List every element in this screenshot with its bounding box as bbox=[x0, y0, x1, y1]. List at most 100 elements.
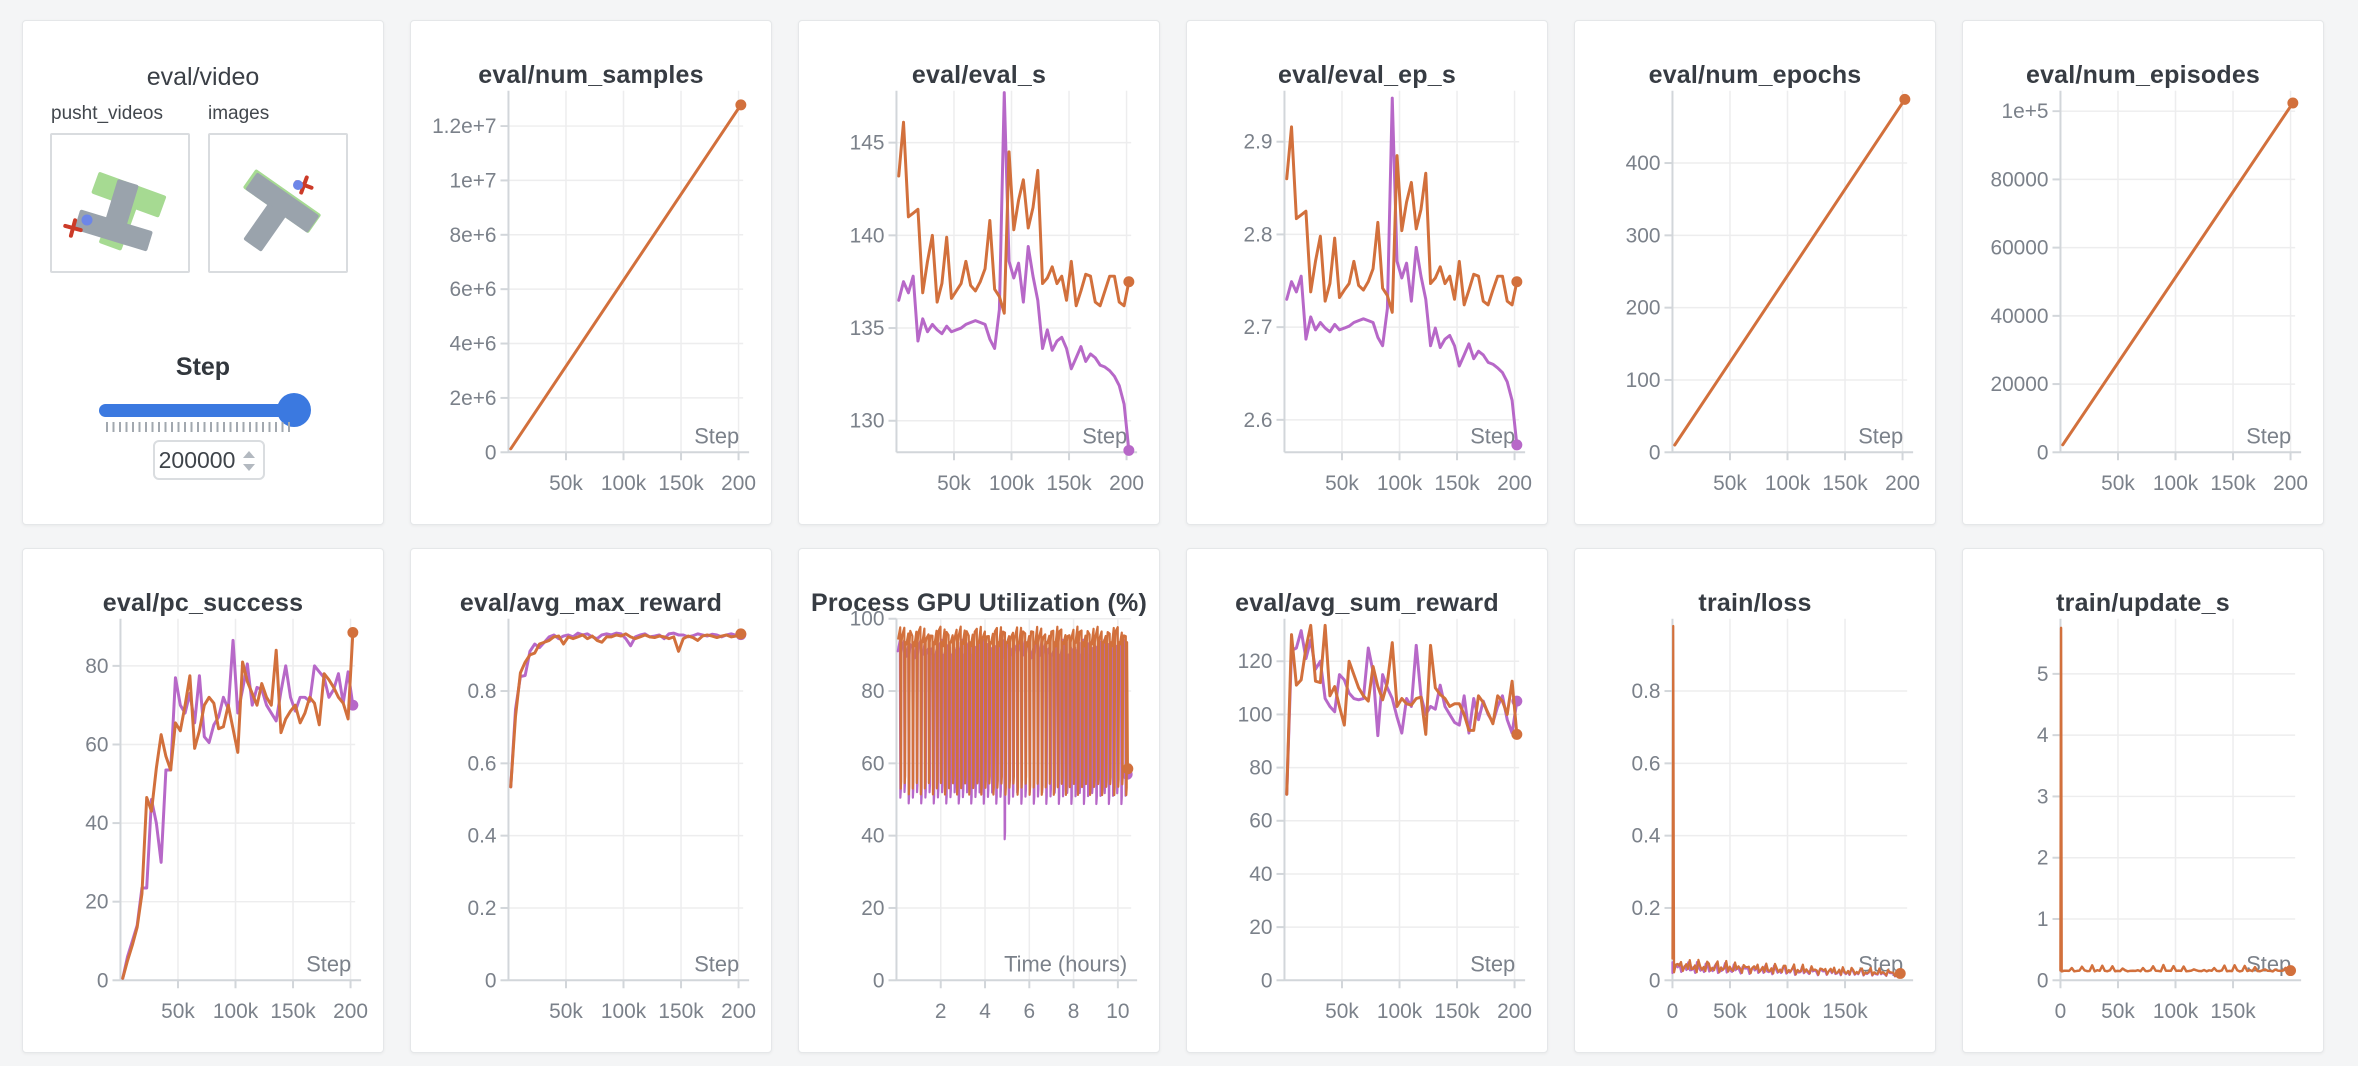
svg-text:1e+7: 1e+7 bbox=[449, 169, 496, 192]
svg-text:2: 2 bbox=[2037, 847, 2049, 870]
svg-text:0.2: 0.2 bbox=[468, 897, 497, 920]
svg-text:20000: 20000 bbox=[1990, 373, 2048, 396]
svg-text:0: 0 bbox=[2037, 969, 2049, 992]
panel-eval-avg-sum-reward[interactable]: eval/avg_sum_reward 50k 100k 150k 200 0 20 40 6… bbox=[1186, 548, 1548, 1053]
panel-gpu-utilization[interactable]: Process GPU Utilization (%) 2 4 6 8 10 0 20 40 6… bbox=[798, 548, 1160, 1053]
panel-eval-num-episodes[interactable]: eval/num_episodes 50k 100k 150k 200 0 20000 40… bbox=[1962, 20, 2324, 525]
step-spinner[interactable] bbox=[243, 449, 255, 473]
svg-text:0.6: 0.6 bbox=[468, 752, 497, 775]
panel-train-loss[interactable]: train/loss 0 50k 100k 150k 0 0.2 0.4 0.6 0.8 Step bbox=[1574, 548, 1936, 1053]
panel-eval-num-epochs[interactable]: eval/num_epochs 50k 100k 150k 200 0 100 200 300… bbox=[1574, 20, 1936, 525]
chart-title: eval/num_episodes bbox=[2025, 61, 2261, 89]
chart-eval-avg-max-reward[interactable]: 50k 100k 150k 200 0 0.2 0.4 0.6 0.8 Step bbox=[411, 549, 771, 1052]
chart-eval-num-episodes[interactable]: 50k 100k 150k 200 0 20000 40000 60000 80000 1e+5 S… bbox=[1963, 21, 2323, 524]
svg-text:8: 8 bbox=[1068, 1000, 1080, 1023]
chart-eval-num-samples[interactable]: 50k 100k 150k 200 0 2e+6 4e+6 6e+6 8e+6 1e+7 1.2e+… bbox=[411, 21, 771, 524]
svg-text:0: 0 bbox=[1667, 1000, 1679, 1023]
svg-text:50k: 50k bbox=[1325, 472, 1359, 495]
svg-text:5: 5 bbox=[2037, 663, 2049, 686]
images-scene bbox=[243, 169, 321, 252]
step-value[interactable]: 200000 bbox=[158, 447, 236, 473]
svg-text:20: 20 bbox=[85, 891, 108, 914]
chart-title: eval/avg_max_reward bbox=[459, 589, 723, 617]
svg-text:0: 0 bbox=[1261, 969, 1273, 992]
svg-text:100k: 100k bbox=[1765, 1000, 1811, 1023]
dashboard-grid: eval/video pusht_videos images bbox=[22, 20, 2324, 1053]
video-thumbnail-pusht[interactable] bbox=[50, 133, 190, 273]
svg-text:200: 200 bbox=[721, 1000, 756, 1023]
svg-text:100k: 100k bbox=[1765, 472, 1811, 495]
svg-text:40: 40 bbox=[1249, 863, 1272, 886]
svg-text:50k: 50k bbox=[937, 472, 971, 495]
step-slider-handle[interactable] bbox=[277, 393, 311, 427]
svg-text:150k: 150k bbox=[1434, 1000, 1480, 1023]
svg-text:150k: 150k bbox=[270, 1000, 316, 1023]
svg-text:2.9: 2.9 bbox=[1244, 131, 1273, 154]
svg-text:80: 80 bbox=[1249, 757, 1272, 780]
svg-text:50k: 50k bbox=[1325, 1000, 1359, 1023]
panel-eval-eval-s[interactable]: eval/eval_s 50k 100k 150k 200 130 135 140 145 St… bbox=[798, 20, 1160, 525]
chart-title: eval/eval_ep_s bbox=[1278, 61, 1456, 89]
svg-text:10: 10 bbox=[1106, 1000, 1129, 1023]
chart-eval-pc-success[interactable]: 50k 100k 150k 200 0 20 40 60 80 Step bbox=[23, 549, 383, 1052]
svg-text:80000: 80000 bbox=[1990, 168, 2048, 191]
svg-text:0.6: 0.6 bbox=[1632, 752, 1661, 775]
svg-text:400: 400 bbox=[1626, 152, 1661, 175]
media-label-images: images bbox=[208, 103, 270, 124]
chart-title: eval/num_epochs bbox=[1648, 61, 1862, 89]
chart-eval-eval-s[interactable]: 50k 100k 150k 200 130 135 140 145 Step bbox=[799, 21, 1159, 524]
svg-text:1.2e+7: 1.2e+7 bbox=[432, 115, 496, 138]
panel-eval-eval-ep-s[interactable]: eval/eval_ep_s 50k 100k 150k 200 2.6 2.7 2.8 2.… bbox=[1186, 20, 1548, 525]
svg-text:0.4: 0.4 bbox=[1632, 825, 1661, 848]
svg-text:20: 20 bbox=[861, 897, 884, 920]
panel-eval-num-samples[interactable]: eval/num_samples 50k 100k 150k 200 0 2e+6 4e+6… bbox=[410, 20, 772, 525]
svg-text:150k: 150k bbox=[1822, 472, 1868, 495]
chart-title: eval/eval_s bbox=[911, 61, 1047, 89]
svg-text:Step: Step bbox=[1470, 951, 1515, 976]
svg-text:140: 140 bbox=[850, 224, 885, 247]
spinner-down-icon[interactable] bbox=[243, 464, 255, 471]
svg-text:0.8: 0.8 bbox=[1632, 680, 1661, 703]
svg-text:60: 60 bbox=[861, 752, 884, 775]
svg-text:100: 100 bbox=[1626, 369, 1661, 392]
svg-text:0: 0 bbox=[97, 969, 109, 992]
svg-text:3: 3 bbox=[2037, 785, 2049, 808]
svg-text:6e+6: 6e+6 bbox=[449, 278, 496, 301]
step-number-input[interactable]: 200000 bbox=[153, 440, 265, 480]
video-thumbnail-images[interactable] bbox=[208, 133, 348, 273]
panel-eval-avg-max-reward[interactable]: eval/avg_max_reward 50k 100k 150k 200 0 0.2 0.… bbox=[410, 548, 772, 1053]
svg-text:1: 1 bbox=[2037, 908, 2049, 931]
svg-text:200: 200 bbox=[1497, 472, 1532, 495]
svg-text:100k: 100k bbox=[2153, 472, 2199, 495]
chart-eval-eval-ep-s[interactable]: 50k 100k 150k 200 2.6 2.7 2.8 2.9 Step bbox=[1187, 21, 1547, 524]
svg-text:200: 200 bbox=[1626, 297, 1661, 320]
svg-text:200: 200 bbox=[1885, 472, 1920, 495]
svg-text:100k: 100k bbox=[1377, 472, 1423, 495]
panel-eval-pc-success[interactable]: eval/pc_success 50k 100k 150k 200 0 20 40 60 80 S… bbox=[22, 548, 384, 1053]
chart-train-update-s[interactable]: 0 50k 100k 150k 0 1 2 3 4 5 Step bbox=[1963, 549, 2323, 1052]
svg-text:0.2: 0.2 bbox=[1632, 897, 1661, 920]
svg-text:2.8: 2.8 bbox=[1244, 223, 1273, 246]
svg-text:Step: Step bbox=[1082, 423, 1127, 448]
svg-text:6: 6 bbox=[1023, 1000, 1035, 1023]
svg-text:150k: 150k bbox=[658, 472, 704, 495]
step-slider-track[interactable] bbox=[99, 404, 303, 417]
svg-text:200: 200 bbox=[333, 1000, 368, 1023]
chart-eval-avg-sum-reward[interactable]: 50k 100k 150k 200 0 20 40 60 80 100 120 Step bbox=[1187, 549, 1547, 1052]
svg-text:100k: 100k bbox=[1377, 1000, 1423, 1023]
svg-text:0.4: 0.4 bbox=[468, 825, 497, 848]
svg-text:150k: 150k bbox=[1046, 472, 1092, 495]
svg-text:150k: 150k bbox=[1822, 1000, 1868, 1023]
svg-text:100k: 100k bbox=[601, 1000, 647, 1023]
panel-eval-video[interactable]: eval/video pusht_videos images bbox=[22, 20, 384, 525]
svg-text:300: 300 bbox=[1626, 224, 1661, 247]
pusht-scene bbox=[63, 172, 167, 252]
svg-text:Time (hours): Time (hours) bbox=[1004, 951, 1127, 976]
panel-train-update-s[interactable]: train/update_s 0 50k 100k 150k 0 1 2 3 4 5 Step bbox=[1962, 548, 2324, 1053]
chart-eval-num-epochs[interactable]: 50k 100k 150k 200 0 100 200 300 400 Step bbox=[1575, 21, 1935, 524]
svg-text:0: 0 bbox=[1649, 969, 1661, 992]
svg-text:0: 0 bbox=[873, 969, 885, 992]
spinner-up-icon[interactable] bbox=[243, 451, 255, 458]
